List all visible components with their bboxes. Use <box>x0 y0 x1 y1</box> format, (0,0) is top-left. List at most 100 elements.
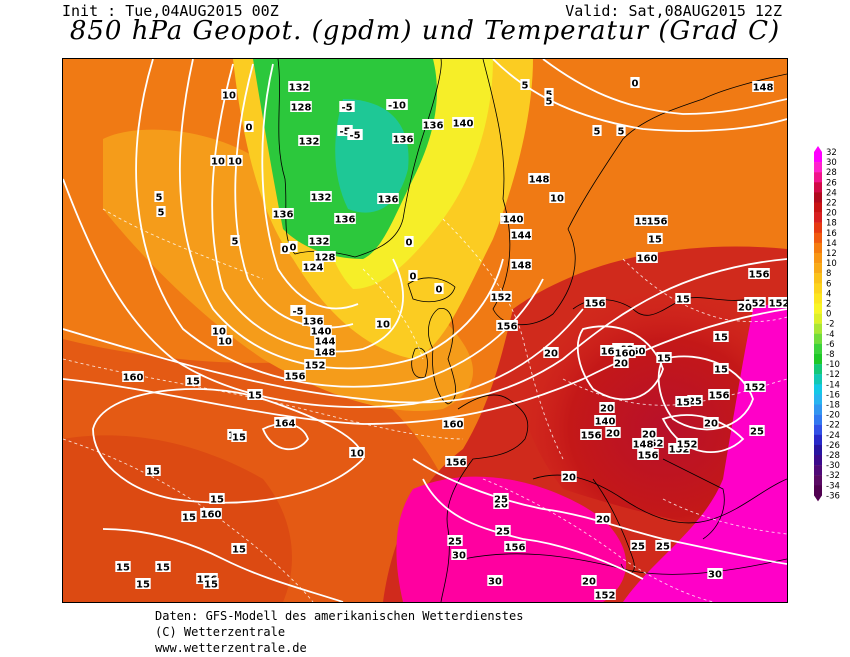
temperature-label: 20 <box>614 359 628 370</box>
legend-tick-label: -24 <box>826 431 840 441</box>
geopotential-label: 128 <box>291 103 312 114</box>
geopotential-label-background <box>334 213 356 224</box>
geopotential-label: 144 <box>315 337 336 348</box>
legend-swatch <box>814 404 822 415</box>
temperature-label-background <box>647 233 663 244</box>
temperature-field-cold-core <box>335 99 409 213</box>
geopotential-label-background <box>594 415 616 426</box>
temperature-label: 25 <box>448 537 462 548</box>
legend-tick-label: -10 <box>826 360 840 370</box>
temperature-label-background <box>561 471 577 482</box>
legend-tick-label: 10 <box>826 259 837 269</box>
temperature-label: 25 <box>656 542 670 553</box>
temperature-label-background <box>185 375 201 386</box>
temperature-label-background <box>549 192 565 203</box>
geopotential-label: 140 <box>503 215 524 226</box>
geopotential-label-background <box>580 429 602 440</box>
legend-swatch <box>814 364 822 375</box>
temperature-label: 0 <box>406 238 413 249</box>
geopotential-label: 124 <box>303 263 324 274</box>
temperature-label: 5 <box>522 81 529 92</box>
legend-tick-label: -14 <box>826 380 840 390</box>
temperature-label: 30 <box>708 570 722 581</box>
map-title: 850 hPa Geopot. (gpdm) und Temperatur (G… <box>69 16 781 46</box>
geopotential-label-background <box>646 215 668 226</box>
geopotential-label-background <box>584 297 606 308</box>
weather-map: 132 128 132 132 136 136 136 136 132 128 124 136 140 1… <box>62 58 788 603</box>
temperature-label: 20 <box>494 500 508 511</box>
legend-tick-label: 28 <box>826 168 837 178</box>
valid-time: Valid: Sat,08AUG2015 12Z <box>565 2 782 20</box>
legend-swatch <box>814 424 822 435</box>
geopotential-isoline <box>63 178 584 408</box>
legend-swatch <box>814 222 822 233</box>
temperature-label: -5 <box>349 131 360 142</box>
geopotential-label-background <box>632 438 654 449</box>
legend-swatch <box>814 152 822 163</box>
legend-swatch <box>814 434 822 446</box>
temperature-isoline <box>482 478 714 602</box>
legend-tick-label: -32 <box>826 471 840 481</box>
iceland-coast <box>407 277 456 303</box>
geopotential-label-background <box>594 589 616 600</box>
geopotential-label-background <box>504 541 526 552</box>
geopotential-label: 152 <box>635 217 656 228</box>
geopotential-label: 160 <box>201 510 222 521</box>
temperature-label: 25 <box>631 542 645 553</box>
temperature-label: 10 <box>211 157 225 168</box>
temperature-field-hot-core <box>518 292 787 539</box>
legend-swatch <box>814 343 822 355</box>
temperature-label-background <box>605 427 621 438</box>
geopotential-label-background <box>304 359 326 370</box>
temperature-label-background <box>656 352 672 363</box>
temperature-label: 0 <box>632 79 639 90</box>
temperature-label-background <box>675 293 691 304</box>
geopotential-label-background <box>314 251 336 262</box>
temperature-isoline <box>442 218 564 460</box>
geopotential-label-background <box>600 345 622 356</box>
geopotential-label: 136 <box>273 210 294 221</box>
geopotential-isoline <box>63 258 787 404</box>
geopotential-label: 152 <box>745 383 766 394</box>
geopotential-isoline <box>542 59 787 115</box>
geopotential-label: 148 <box>511 261 532 272</box>
temperature-label: 20 <box>738 303 752 314</box>
temperature-label-background <box>115 561 131 572</box>
geopotential-label-background <box>392 133 414 144</box>
british-isles-coast <box>428 308 456 405</box>
legend-swatch <box>814 455 822 466</box>
geopotential-label: 160 <box>637 254 658 265</box>
temperature-label-background <box>203 578 219 589</box>
geopotential-isoline <box>63 308 787 425</box>
temperature-legend: 32 30 28 26 24 22 20 18 16 14 12 10 8 6 4 2 0 -2 -4 -6 -8 -10… <box>812 146 850 516</box>
temperature-label: 15 <box>186 377 200 388</box>
temperature-label: 20 <box>562 473 576 484</box>
geopotential-label-background <box>122 371 144 382</box>
temperature-label-background <box>544 95 554 106</box>
temperature-label: 15 <box>146 467 160 478</box>
geopotential-label: 156 <box>647 217 668 228</box>
temperature-label: 20 <box>600 404 614 415</box>
geopotential-label: 160 <box>615 349 636 360</box>
temperature-label: 10 <box>550 194 564 205</box>
geopotential-label-background <box>748 268 770 279</box>
temperature-label: -5 <box>339 127 350 138</box>
temperature-label: 0 <box>290 243 297 254</box>
temperature-label-background <box>707 568 723 579</box>
footer-data-source: Daten: GFS-Modell des amerikanischen Wet… <box>155 609 524 623</box>
temperature-label-background <box>337 125 353 136</box>
geopotential-label: 140 <box>311 327 332 338</box>
geopotential-label-background <box>310 325 332 336</box>
legend-swatch <box>814 172 822 183</box>
geopotential-label-background <box>298 135 320 146</box>
temperature-label-background <box>613 357 629 368</box>
geopotential-label: 160 <box>601 347 622 358</box>
temperature-label: 0 <box>436 285 443 296</box>
temperature-label-background <box>749 425 765 436</box>
temperature-label-background <box>595 513 611 524</box>
temperature-label-background <box>737 301 753 312</box>
temperature-label-background <box>687 395 703 406</box>
temperature-label-background <box>713 331 729 342</box>
geopotential-label-background <box>290 101 312 112</box>
geopotential-label: 148 <box>529 175 550 186</box>
